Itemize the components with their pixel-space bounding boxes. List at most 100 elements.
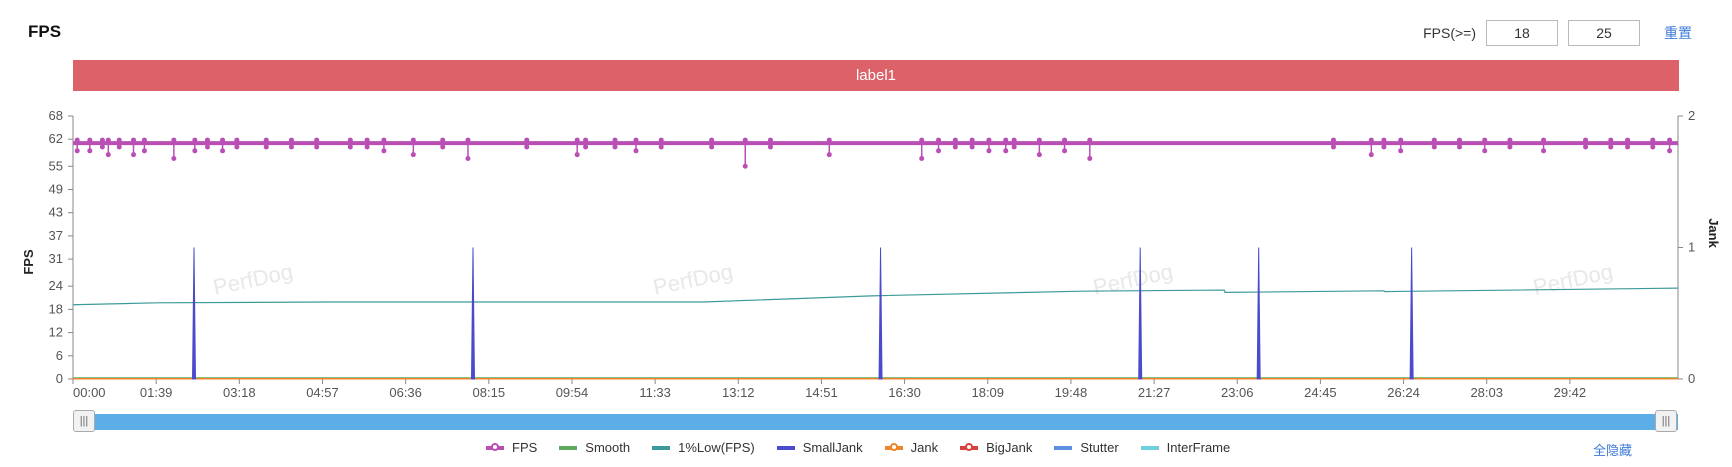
fps-point bbox=[288, 137, 294, 143]
legend-item[interactable]: Smooth bbox=[559, 440, 630, 455]
fps-point bbox=[524, 144, 530, 150]
x-tick-label: 24:45 bbox=[1304, 385, 1337, 400]
smalljank-spike bbox=[1409, 247, 1414, 380]
fps-point bbox=[87, 148, 93, 154]
legend-item[interactable]: InterFrame bbox=[1140, 440, 1230, 455]
fps-point bbox=[1482, 137, 1488, 143]
legend-label: 1%Low(FPS) bbox=[678, 440, 755, 455]
fps-point bbox=[709, 144, 715, 150]
x-tick-label: 19:48 bbox=[1055, 385, 1088, 400]
x-tick-label: 03:18 bbox=[223, 385, 256, 400]
legend-item[interactable]: FPS bbox=[486, 440, 537, 455]
fps-point bbox=[1011, 137, 1017, 143]
fps-point bbox=[220, 137, 226, 143]
fps-point bbox=[1625, 137, 1631, 143]
fps-point bbox=[1457, 137, 1463, 143]
fps-point bbox=[1003, 148, 1009, 154]
fps-filter-label: FPS(>=) bbox=[1423, 25, 1476, 41]
fps-point bbox=[1541, 148, 1547, 154]
legend-item[interactable]: Stutter bbox=[1054, 440, 1119, 455]
x-tick-label: 21:27 bbox=[1138, 385, 1171, 400]
fps-point bbox=[204, 137, 210, 143]
fps-point bbox=[105, 137, 111, 143]
time-range-slider[interactable] bbox=[74, 414, 1678, 430]
fps-point bbox=[288, 144, 294, 150]
fps-point bbox=[658, 144, 664, 150]
x-tick-label: 09:54 bbox=[556, 385, 589, 400]
fps-point bbox=[574, 137, 580, 143]
hide-all-link[interactable]: 全隐藏 bbox=[1593, 443, 1633, 458]
fps-point bbox=[919, 137, 925, 143]
legend-item[interactable]: 1%Low(FPS) bbox=[652, 440, 755, 455]
fps-point bbox=[583, 137, 589, 143]
fps-point bbox=[204, 144, 210, 150]
fps-point bbox=[1608, 137, 1614, 143]
fps-point bbox=[1608, 144, 1614, 150]
legend-swatch bbox=[1140, 445, 1159, 450]
legend-item[interactable]: Jank bbox=[884, 440, 938, 455]
fps-point bbox=[612, 144, 618, 150]
fps-point bbox=[263, 137, 269, 143]
slider-handle-left[interactable]: ||| bbox=[73, 410, 95, 432]
legend-item[interactable]: BigJank bbox=[960, 440, 1032, 455]
fps-point bbox=[1507, 144, 1513, 150]
fps-point bbox=[234, 144, 240, 150]
reset-link[interactable]: 重置 bbox=[1664, 25, 1692, 41]
fps-point bbox=[633, 137, 639, 143]
y-tick-label: 43 bbox=[49, 205, 63, 220]
fps-point bbox=[574, 152, 580, 158]
smalljank-spike bbox=[878, 247, 883, 380]
fps-point bbox=[658, 137, 664, 143]
fps-point bbox=[1087, 156, 1093, 162]
legend-item[interactable]: SmallJank bbox=[776, 440, 863, 455]
fps-point bbox=[192, 148, 198, 154]
y-tick-label: 12 bbox=[49, 325, 63, 340]
x-tick-label: 18:09 bbox=[971, 385, 1004, 400]
fps-point bbox=[1667, 137, 1673, 143]
slider-handle-right[interactable]: ||| bbox=[1655, 410, 1677, 432]
fps-point bbox=[1650, 137, 1656, 143]
fps-point bbox=[131, 137, 137, 143]
y2-axis-title: Jank bbox=[1706, 218, 1721, 248]
fps-point bbox=[742, 163, 748, 169]
fps-point bbox=[314, 144, 320, 150]
legend-swatch bbox=[652, 445, 671, 450]
series-1pct-low-line bbox=[72, 287, 1679, 306]
smalljank-spike bbox=[1256, 247, 1261, 380]
smalljank-spike bbox=[470, 247, 475, 380]
legend-label: FPS bbox=[512, 440, 538, 455]
fps-point bbox=[919, 156, 925, 162]
fps-point bbox=[74, 148, 80, 154]
x-tick-label: 26:24 bbox=[1387, 385, 1420, 400]
fps-point bbox=[612, 137, 618, 143]
label-bar[interactable]: label1 bbox=[73, 60, 1679, 91]
fps-point bbox=[1583, 137, 1589, 143]
fps-point bbox=[1330, 137, 1336, 143]
y-tick-label: 49 bbox=[49, 181, 63, 196]
legend-swatch bbox=[559, 445, 578, 450]
x-tick-label: 08:15 bbox=[473, 385, 506, 400]
fps-point bbox=[234, 137, 240, 143]
fps-point bbox=[116, 144, 122, 150]
fps-max-input[interactable] bbox=[1568, 20, 1640, 46]
fps-point bbox=[1330, 144, 1336, 150]
y-tick-label: 6 bbox=[56, 348, 63, 363]
y-tick-label: 55 bbox=[49, 158, 63, 173]
fps-point bbox=[314, 137, 320, 143]
x-tick-label: 01:39 bbox=[140, 385, 173, 400]
fps-point bbox=[1667, 148, 1673, 154]
fps-point bbox=[1003, 137, 1009, 143]
x-tick-label: 14:51 bbox=[805, 385, 838, 400]
fps-point bbox=[74, 137, 80, 143]
smalljank-spike bbox=[1138, 247, 1143, 380]
watermark-text: PerfDog bbox=[651, 259, 735, 300]
y2-tick-label: 1 bbox=[1688, 240, 1695, 255]
chart-title: FPS bbox=[28, 22, 62, 41]
fps-point bbox=[1541, 137, 1547, 143]
fps-point bbox=[826, 152, 832, 158]
fps-min-input[interactable] bbox=[1486, 20, 1558, 46]
fps-point bbox=[347, 144, 353, 150]
grip-icon: ||| bbox=[79, 415, 89, 427]
fps-point bbox=[410, 152, 416, 158]
fps-point bbox=[1036, 152, 1042, 158]
